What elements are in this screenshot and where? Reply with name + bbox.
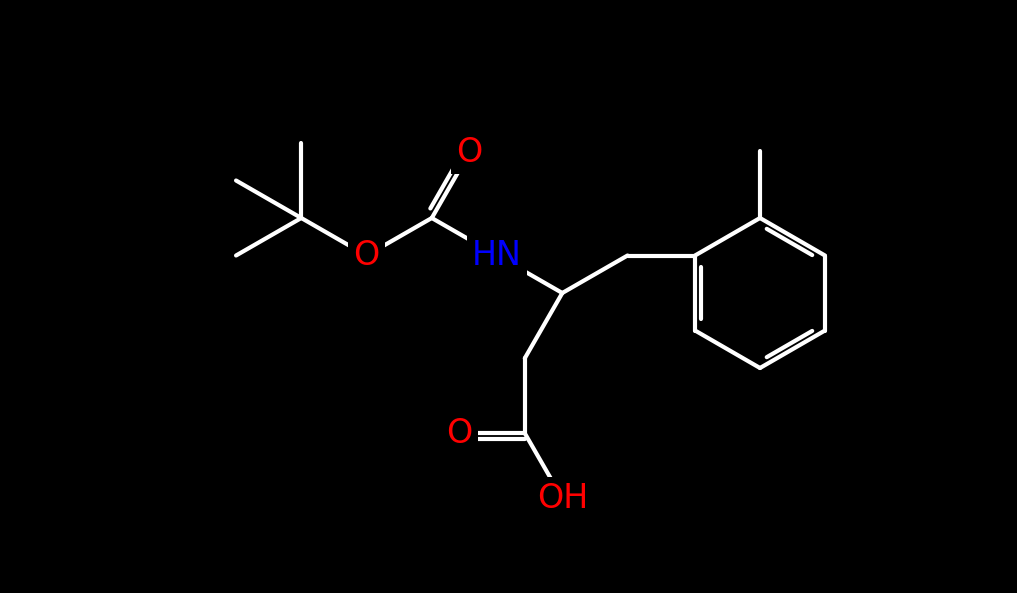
Text: OH: OH <box>537 482 588 515</box>
Text: HN: HN <box>472 239 522 272</box>
Text: O: O <box>457 136 482 169</box>
Text: O: O <box>446 417 473 449</box>
Text: O: O <box>354 239 379 272</box>
